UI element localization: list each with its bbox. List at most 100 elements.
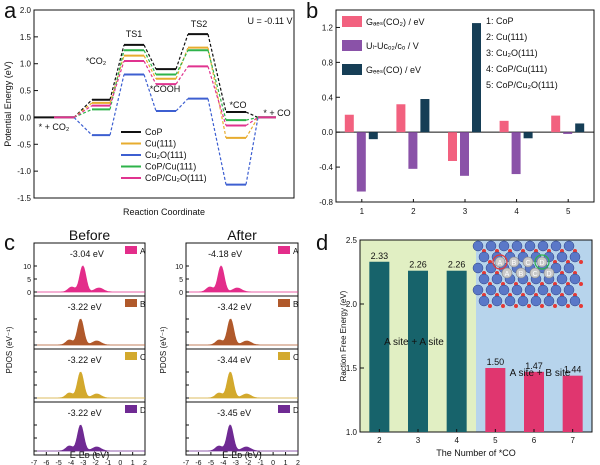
panel-d-value-label: 2.33 [371,251,389,261]
panel-a-connector [207,50,227,121]
panel-a-ytick-label: 0.0 [20,113,32,122]
panel-c-xtick-label: -3 [233,460,239,465]
panel-d-inset-oxygen [579,282,583,286]
panel-d-inset-site [522,256,534,268]
panel-d-inset-atom [478,273,490,285]
panel-a-step-label: *COOH [150,84,181,94]
panel-d-inset-atom [485,284,497,296]
panel-d-xtick-label: 6 [532,436,537,445]
panel-b-xtick-label: 3 [463,207,468,216]
panel-c-ytick-label: 10 [175,264,183,271]
panel-d-inset-highlight-red [492,254,508,270]
panel-c-peak-label: -3.45 eV [217,408,251,418]
panel-a-connector [245,116,259,121]
panel-d-inset-atom [556,251,568,263]
panel-d-xtick-label: 2 [377,436,382,445]
panel-c-peak-label: -3.22 eV [68,302,102,312]
panel-a-ytick-label: -1.0 [17,167,31,176]
panel-d-inset-atom [504,295,516,307]
panel-b-key-label: 2: Cu(111) [486,32,527,42]
panel-b-bar-2 [523,132,533,139]
panel-d-inset-site-label: D [546,271,551,278]
panel-c-xtick-label: -6 [195,460,201,465]
panel-b-key-label: 5: CoP/Cu₂O(111) [486,80,558,90]
panel-c-site-swatch [125,246,137,254]
panel-letter-c: c [4,230,15,255]
panel-d-bar [562,375,583,432]
panel-b-legend-swatch [342,40,362,51]
panel-d-inset-atom [569,251,581,263]
panel-a-legend-label: CoP [145,127,163,137]
panel-c-xtick-label: 0 [271,460,275,465]
panel-c-ytick-label: 0 [27,290,31,297]
panel-a-step-label: * + CO₂ [39,122,70,132]
panel-d-inset-site [508,256,520,268]
panel-a-connector [245,111,259,118]
panel-b-xtick-label: 5 [566,207,571,216]
panel-b-ytick-label: -0.8 [319,198,333,207]
panel-d-region-label: A site + A site [384,337,444,348]
panel-d-value-label: 1.44 [564,365,582,375]
panel-d-inset-site-label: A [498,260,503,267]
panel-b-bar-1 [563,132,573,134]
panel-c-xtick-label: -3 [80,460,86,465]
panel-b-bar-0 [551,115,561,133]
panel-b-legend-label: Gₑₑₛ(CO) / eV [366,65,421,75]
panel-a-connector [143,74,157,112]
panel-a-legend-label: CoP/Cu(111) [145,162,196,172]
panel-c-xtick-label: 2 [296,460,300,465]
panel-c-site-swatch [278,405,290,413]
panel-d-inset-atom [472,240,484,252]
panel-d-bar [369,261,390,432]
panel-d-inset-atom [511,240,523,252]
panel-d-ytick-label: 1.5 [346,364,358,373]
panel-d-ytick-label: 2.0 [346,300,358,309]
panel-d-inset-oxygen [514,304,518,308]
panel-a-ylabel: Potential Energy (eV) [3,61,13,147]
panel-c-site-label: A [293,247,299,256]
panel-d-inset-atom [485,262,497,274]
panel-d-inset-oxygen [488,304,492,308]
panel-b-bar-1 [408,132,418,169]
panel-a-frame [33,9,295,199]
panel-letter-a: a [4,0,17,23]
panel-c-site-swatch [278,299,290,307]
panel-a-ytick-label: 1.5 [20,33,32,42]
panel-a-connector [73,108,93,118]
panel-d-inset-atom [543,295,555,307]
panel-d-inset-atom [569,295,581,307]
panel-d-inset-atom [498,240,510,252]
panel-b-legend-swatch [342,64,362,75]
panel-b-bar-0 [344,114,354,133]
panel-b-xtick-label: 1 [360,207,365,216]
panel-c-site-label: B [140,300,145,309]
panel-c-site-swatch [278,352,290,360]
panel-a-legend-label: Cu₂O(111) [145,150,187,160]
panel-c-peak-label: -3.22 eV [68,355,102,365]
panel-c-xtick-label: -1 [105,460,111,465]
panel-d-inset-atom [556,273,568,285]
panel-a-connector [143,60,157,85]
panel-d-frame [359,239,593,433]
panel-d-inset-atom [524,284,536,296]
panel-b-bar-0 [396,104,406,133]
panel-b-bar-1 [460,132,469,176]
panel-c-site-swatch [125,299,137,307]
panel-d-inset-site-label: A [505,271,510,278]
panel-c-xtick-label: 1 [131,460,135,465]
panel-c-xtick-label: 2 [143,460,147,465]
panel-c-subplot-frame [33,401,146,456]
panel-c-pdos-curve [186,318,298,346]
panel-c-xtick-label: -5 [56,460,62,465]
panel-c-xtick-label: -2 [93,460,99,465]
panel-c-peak-label: -3.22 eV [68,408,102,418]
panel-a-connector [207,66,227,126]
panel-d-inset-atom [530,295,542,307]
panel-c-xlabel: E-Eᴅ (eV) [70,450,109,460]
panel-a-series-4 [54,60,276,127]
panel-d-inset-site [536,256,548,268]
panel-c-site-label: A [140,247,146,256]
panel-a-connector [245,116,259,126]
panel-c-ylabel: PDOS (eV⁻¹) [159,326,168,373]
